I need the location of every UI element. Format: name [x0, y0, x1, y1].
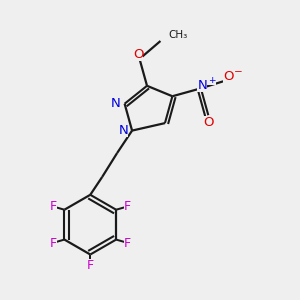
Text: −: − — [234, 68, 243, 77]
Text: N: N — [197, 79, 207, 92]
Text: O: O — [133, 48, 143, 61]
Text: F: F — [50, 237, 57, 250]
Text: O: O — [223, 70, 234, 83]
Text: CH₃: CH₃ — [168, 30, 187, 40]
Text: O: O — [203, 116, 214, 129]
Text: F: F — [87, 260, 94, 272]
Text: F: F — [124, 200, 131, 213]
Text: N: N — [111, 97, 121, 110]
Text: +: + — [208, 76, 216, 85]
Text: N: N — [118, 124, 128, 137]
Text: F: F — [124, 237, 131, 250]
Text: F: F — [50, 200, 57, 213]
